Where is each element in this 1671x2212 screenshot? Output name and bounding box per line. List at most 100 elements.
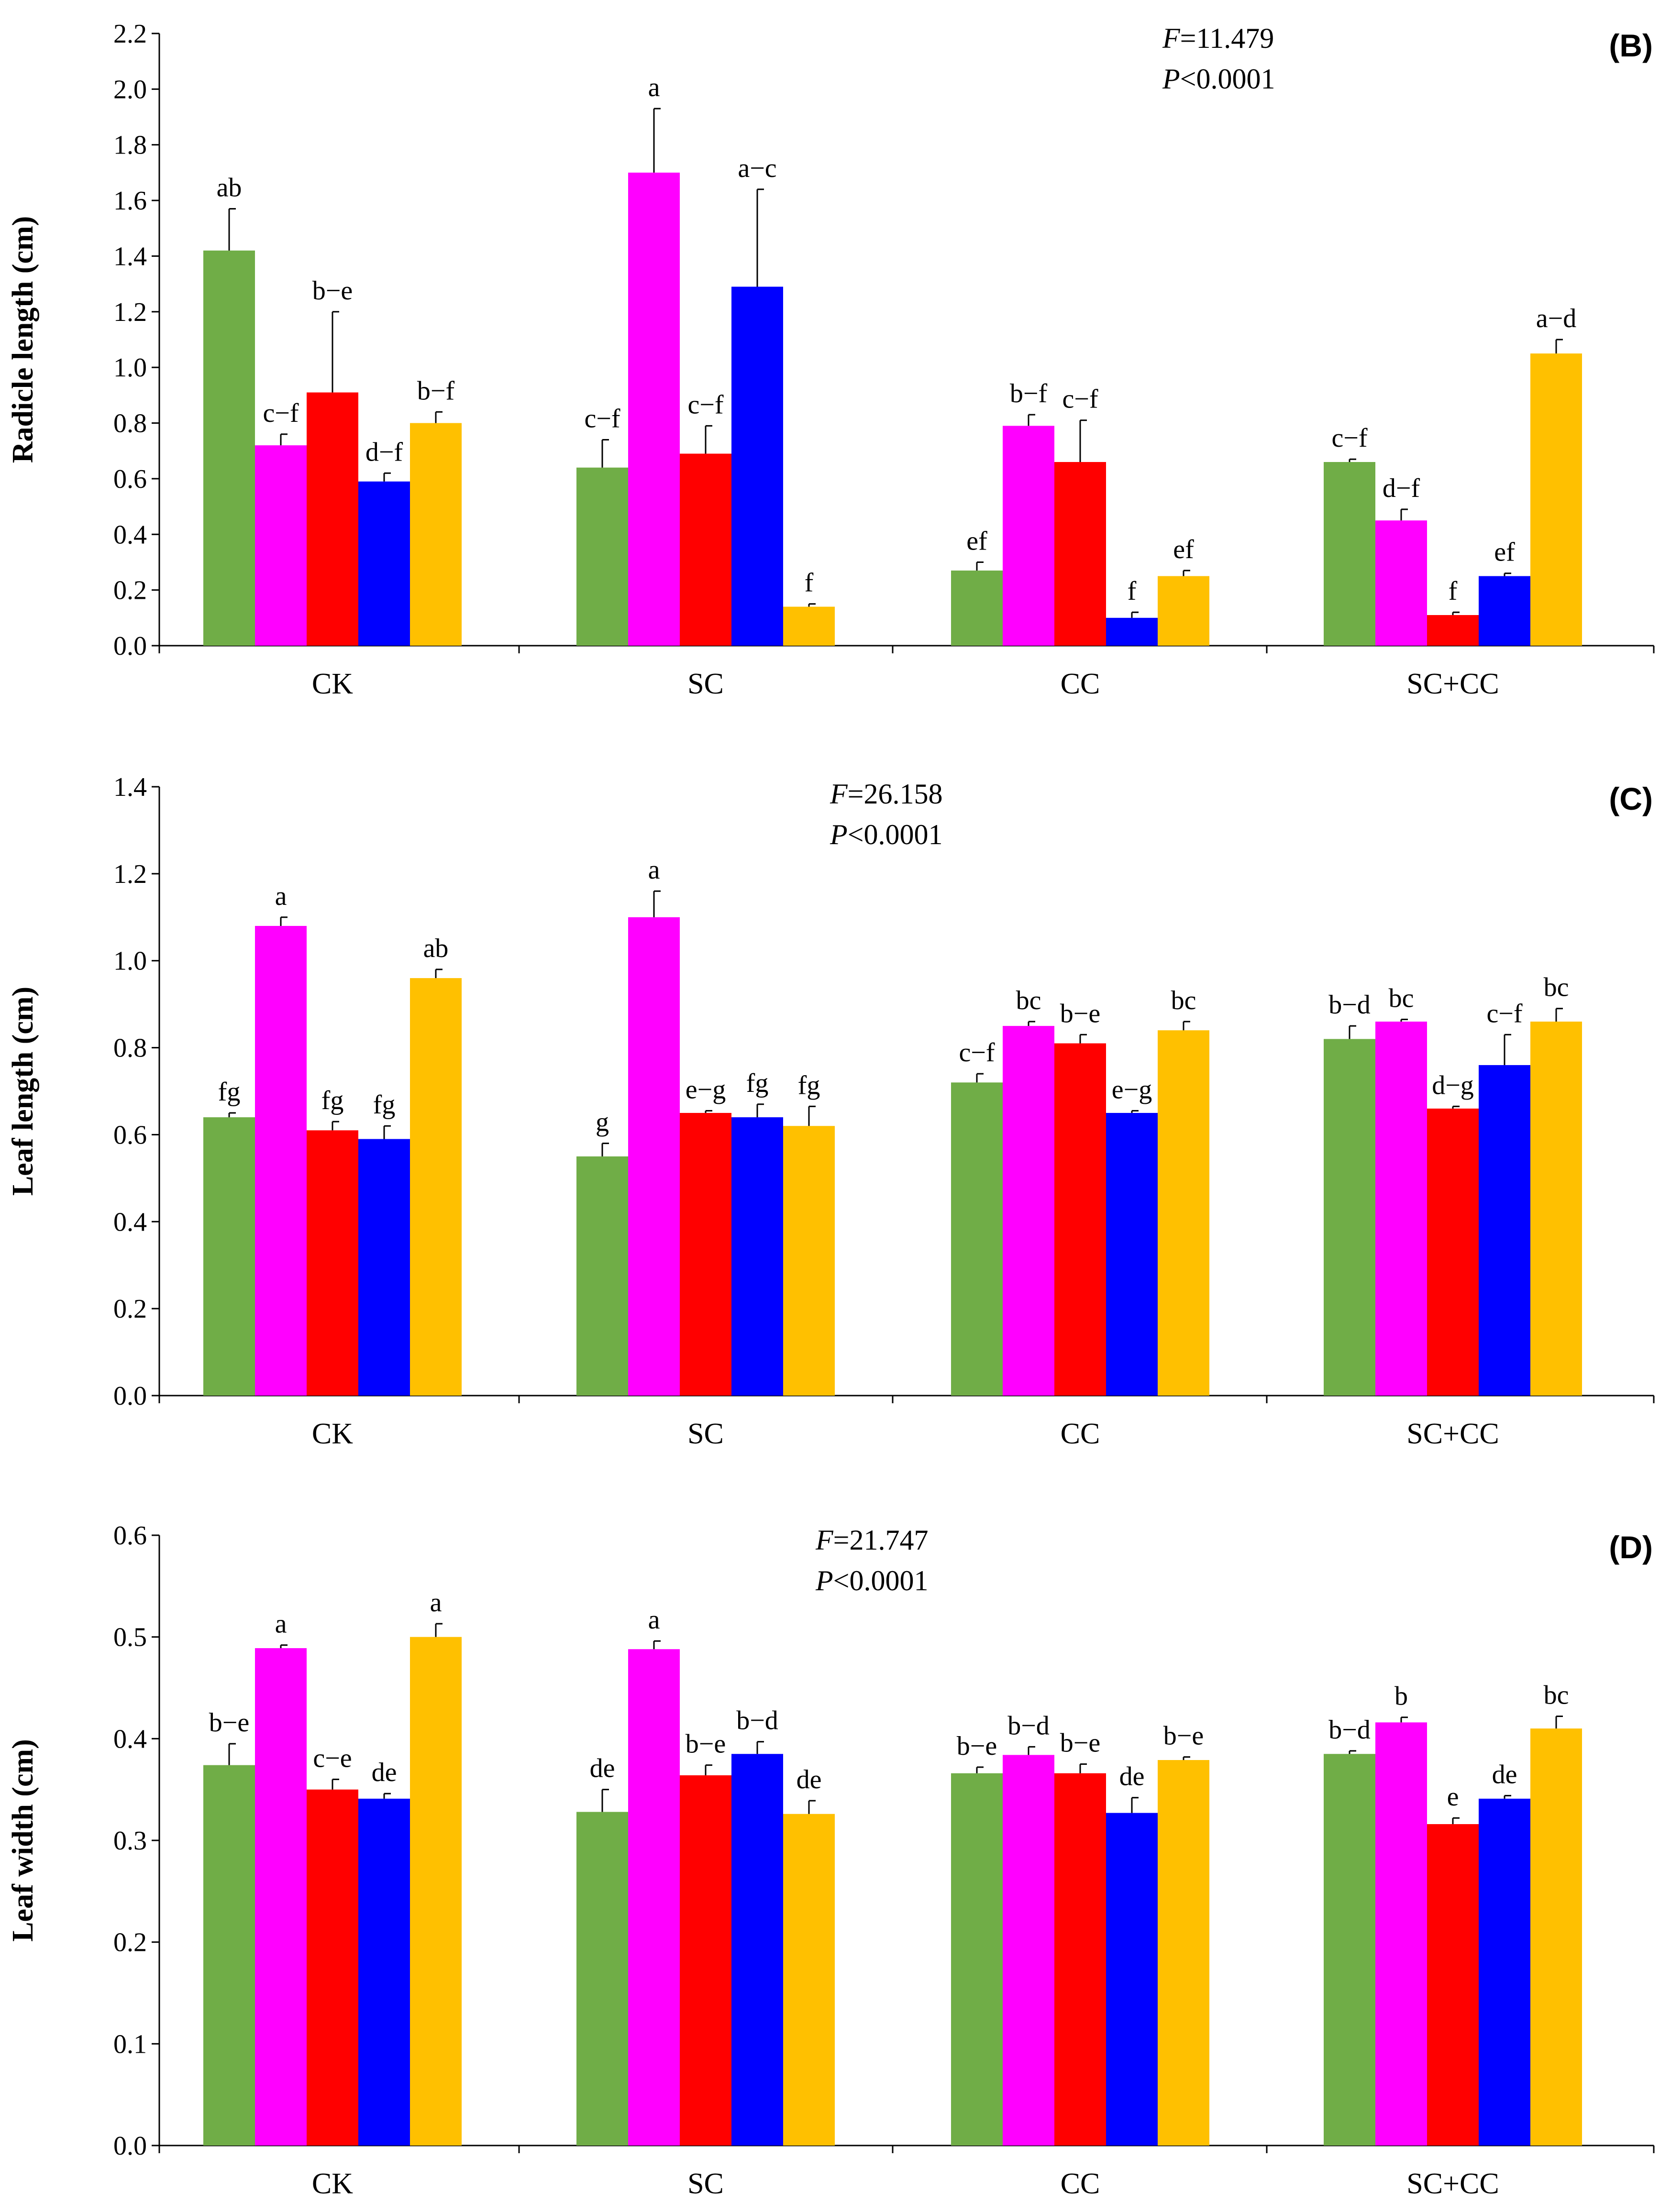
y-tick-label: 0.3: [113, 1826, 147, 1856]
bar: [1106, 1813, 1158, 2146]
significance-letter: fg: [373, 1090, 396, 1120]
significance-letter: b−e: [209, 1708, 249, 1738]
bar: [1158, 576, 1209, 646]
bar: [576, 1812, 628, 2146]
bar: [1530, 353, 1582, 646]
bar: [1375, 520, 1427, 646]
p-value: <0.0001: [848, 819, 943, 850]
significance-letter: c−f: [1331, 423, 1367, 453]
bar: [1054, 1773, 1106, 2146]
chart-panel: 0.0 0.2 0.4 0.6 0.8 1.0 1.2 1.4 1.6 1.8 2.0 2.2 Radi…: [7, 19, 1655, 700]
y-tick-label: 1.8: [113, 131, 147, 160]
category-label: SC: [687, 1418, 724, 1450]
bar: [731, 286, 783, 646]
bar: [731, 1117, 783, 1396]
significance-letter: de: [590, 1754, 615, 1783]
y-tick-label: 2.2: [113, 19, 147, 49]
category-label: SC: [687, 668, 724, 700]
bar: [1003, 426, 1054, 646]
bar: [410, 423, 462, 646]
category-label: CC: [1061, 2168, 1100, 2200]
bar: [628, 172, 680, 646]
significance-letter: ef: [1494, 538, 1515, 567]
chart-panel: 0.0 0.1 0.2 0.3 0.4 0.5 0.6 Leaf width (cm) (D) F…: [7, 1521, 1655, 2200]
y-tick-label: 1.2: [113, 297, 147, 327]
bar: [1106, 617, 1158, 646]
significance-letter: fg: [798, 1070, 820, 1100]
significance-letter: f: [1128, 576, 1137, 606]
p-statistic: P<0.0001: [830, 819, 943, 850]
bar: [783, 606, 835, 646]
bar: [680, 1112, 731, 1396]
y-tick-label: 0.4: [113, 1724, 147, 1754]
significance-letter: b−f: [417, 376, 455, 406]
significance-letter: bc: [1389, 983, 1414, 1013]
significance-letter: a: [275, 881, 287, 911]
significance-letter: a: [648, 855, 660, 885]
bar: [203, 1117, 255, 1396]
significance-letter: b−d: [736, 1706, 778, 1736]
bar: [1427, 1824, 1479, 2146]
bar: [1479, 1798, 1530, 2146]
bar: [307, 1130, 358, 1396]
y-tick-label: 1.4: [113, 772, 147, 802]
category-label: CC: [1061, 1418, 1100, 1450]
bar: [358, 1139, 410, 1396]
category-label: SC: [687, 2168, 724, 2200]
bar: [1427, 615, 1479, 646]
bar: [1324, 462, 1375, 646]
significance-letter: a: [430, 1588, 442, 1618]
f-value: =11.479: [1180, 22, 1274, 54]
significance-letter: c−f: [959, 1038, 995, 1067]
y-axis-title: Leaf width (cm): [7, 1739, 39, 1942]
p-value: <0.0001: [833, 1565, 929, 1596]
bar: [1054, 462, 1106, 646]
f-symbol: F: [830, 778, 848, 810]
p-symbol: P: [830, 819, 848, 850]
significance-letter: bc: [1016, 986, 1041, 1015]
significance-letter: fg: [218, 1077, 241, 1107]
bar: [1375, 1722, 1427, 2146]
p-statistic: P<0.0001: [815, 1565, 929, 1596]
significance-letter: g: [596, 1108, 609, 1137]
significance-letter: b−d: [1328, 1715, 1371, 1745]
y-tick-label: 0.4: [113, 1207, 147, 1237]
y-tick-label: 0.1: [113, 2029, 147, 2059]
y-tick-label: 0.2: [113, 1294, 147, 1324]
significance-letter: f: [1449, 576, 1458, 606]
y-axis-title: Radicle length (cm): [7, 216, 39, 463]
p-symbol: P: [1162, 63, 1180, 95]
f-value: =21.747: [833, 1524, 929, 1556]
significance-letter: ef: [1173, 535, 1194, 564]
y-tick-label: 0.5: [113, 1623, 147, 1652]
significance-letter: de: [1119, 1762, 1145, 1792]
significance-letter: b−d: [1007, 1711, 1050, 1740]
y-tick-label: 0.6: [113, 464, 147, 494]
bar: [576, 467, 628, 646]
bar: [1054, 1043, 1106, 1396]
bar: [951, 1082, 1003, 1396]
significance-letter: de: [1492, 1760, 1517, 1789]
y-tick-label: 0.6: [113, 1120, 147, 1150]
y-tick-label: 2.0: [113, 75, 147, 104]
significance-letter: a: [648, 73, 660, 102]
y-tick-label: 0.4: [113, 520, 147, 550]
panel-label: (D): [1609, 1530, 1653, 1565]
significance-letter: bc: [1544, 973, 1569, 1002]
significance-letter: c−f: [1486, 999, 1522, 1028]
y-axis-title: Leaf length (cm): [7, 987, 39, 1196]
significance-letter: d−f: [365, 437, 403, 467]
significance-letter: de: [372, 1758, 397, 1787]
bar: [628, 917, 680, 1396]
f-statistic: F=26.158: [830, 778, 943, 810]
bar: [1530, 1728, 1582, 2146]
significance-letter: b−e: [1163, 1721, 1204, 1751]
y-tick-label: 0.2: [113, 576, 147, 605]
bar: [410, 1637, 462, 2146]
bar: [410, 978, 462, 1396]
bar: [783, 1814, 835, 2146]
significance-letter: a: [275, 1609, 287, 1639]
bar: [576, 1156, 628, 1396]
significance-letter: b−d: [1328, 990, 1371, 1020]
y-tick-label: 0.0: [113, 2131, 147, 2161]
